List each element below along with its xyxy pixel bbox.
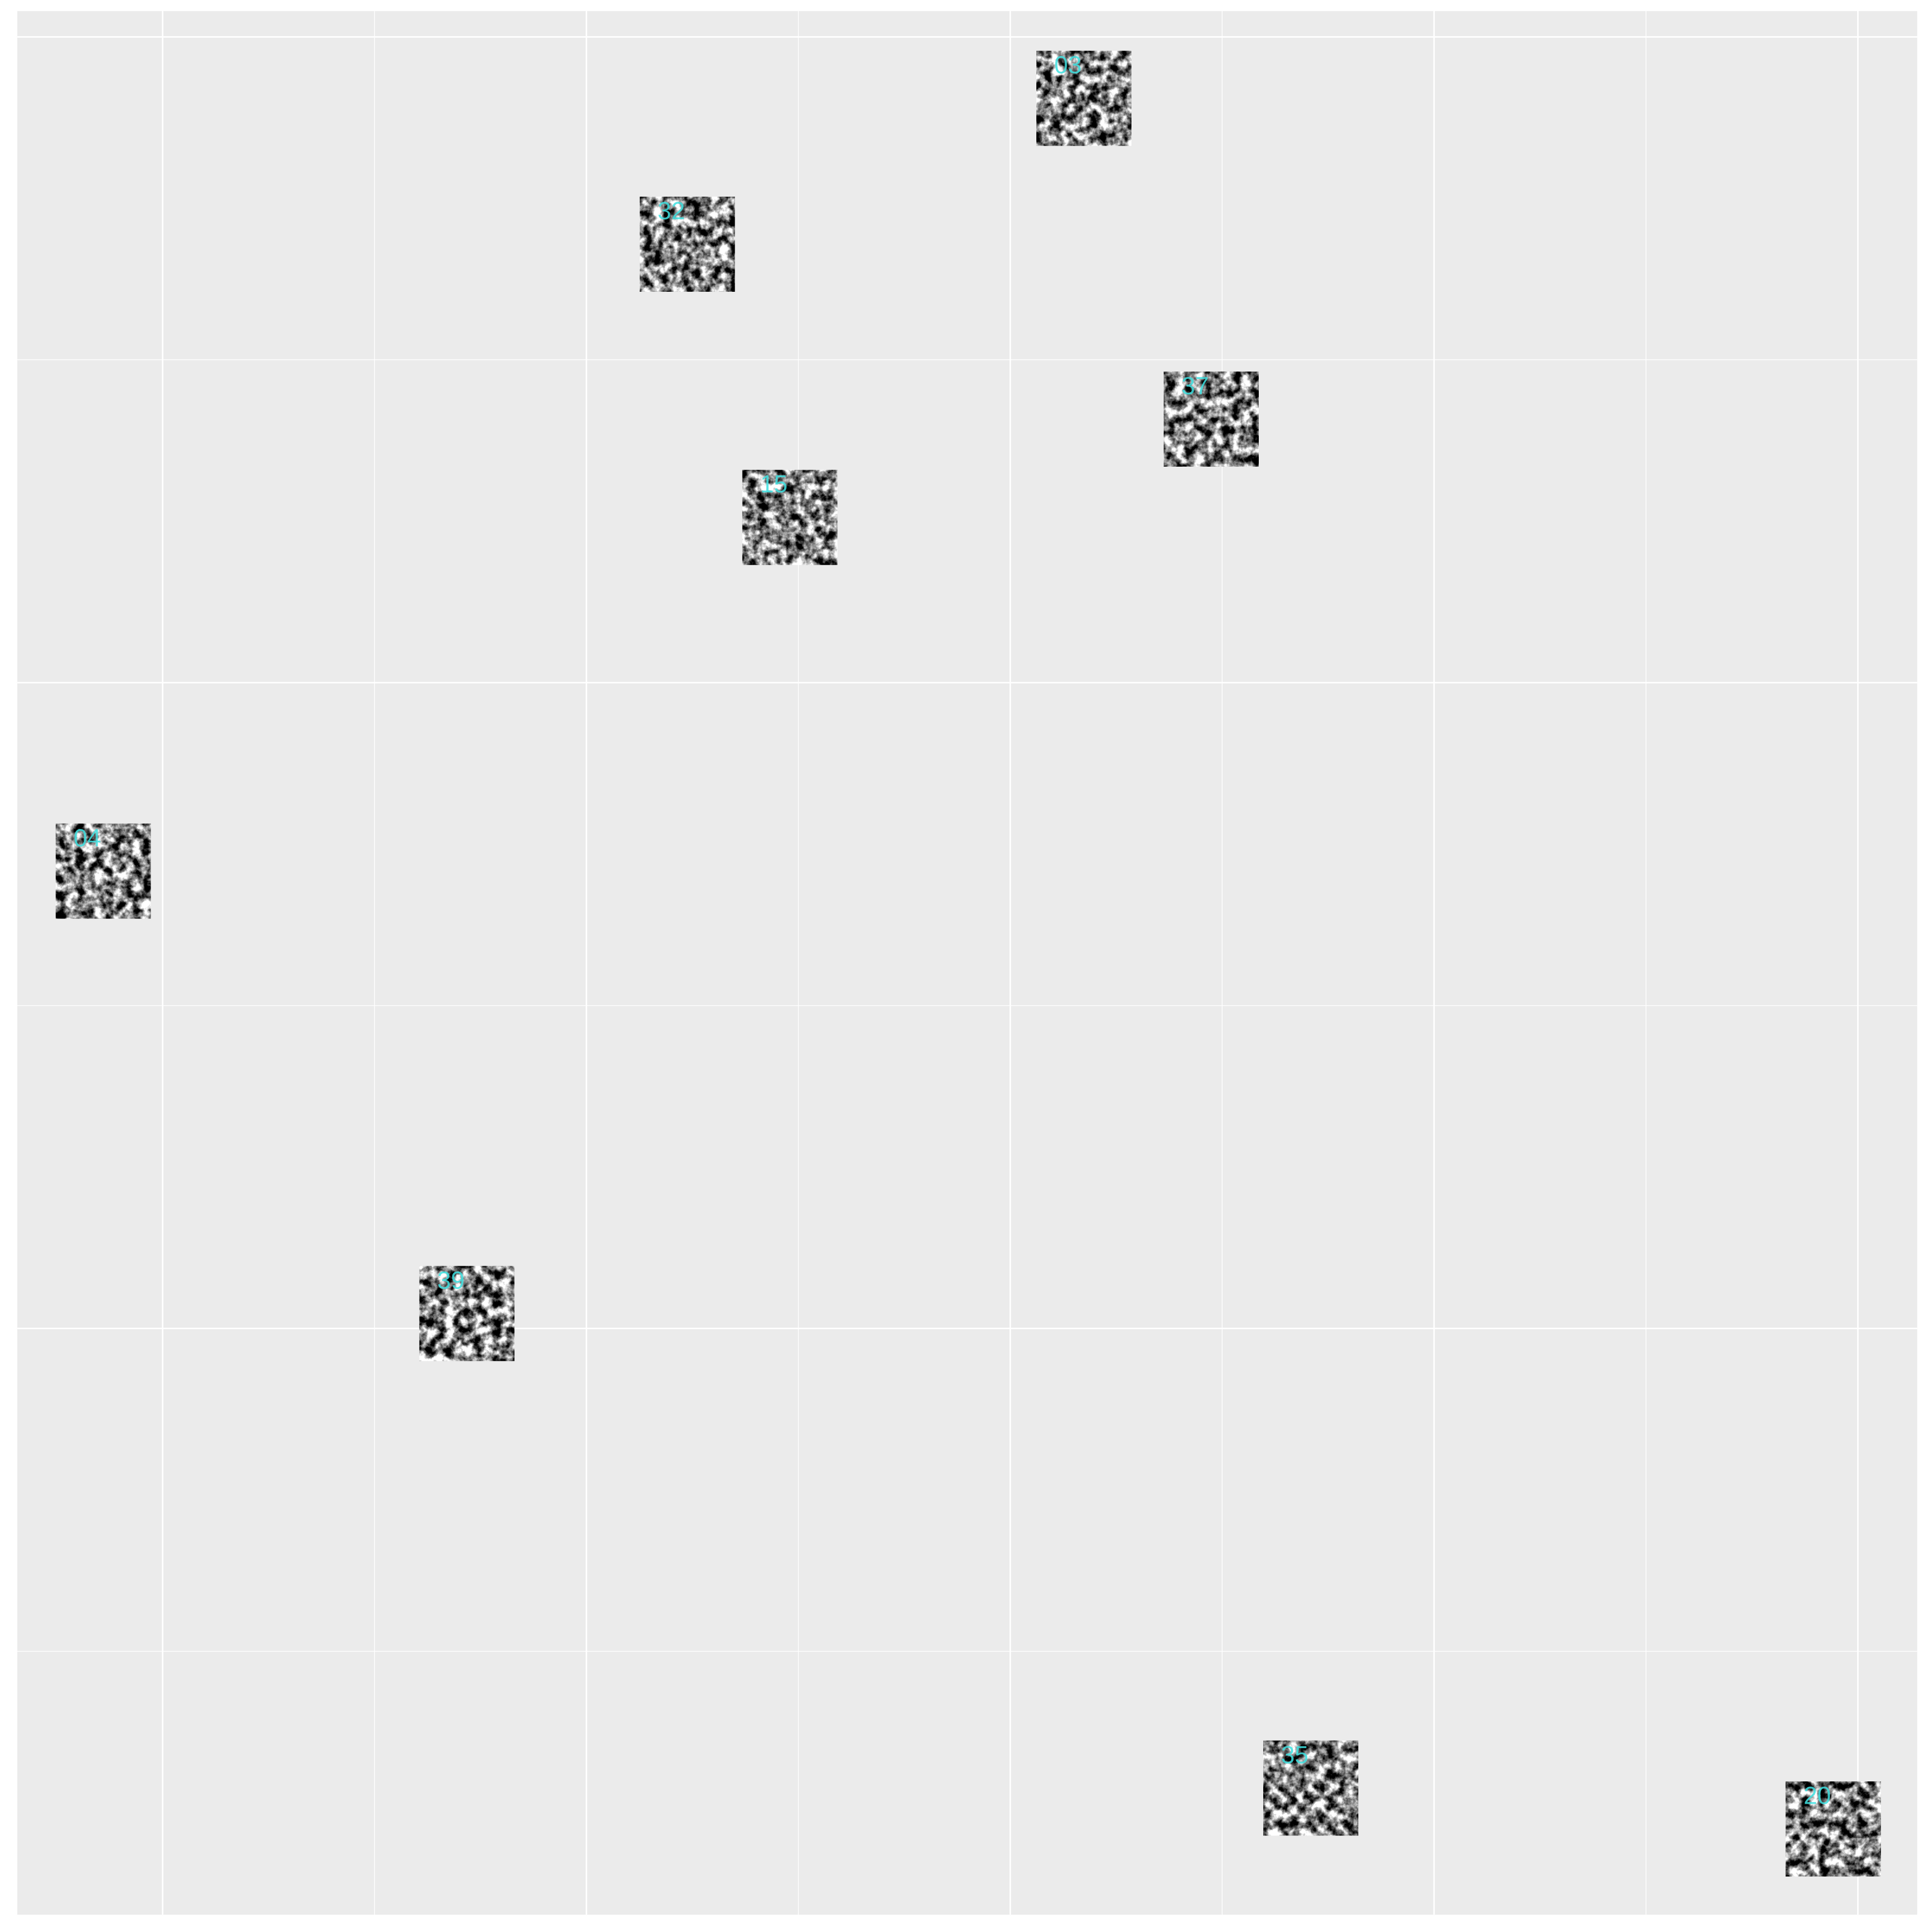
image-point xyxy=(1785,1781,1881,1877)
point-label: 39 xyxy=(437,1266,465,1294)
point-label: 04 xyxy=(73,824,101,852)
point-label: 37 xyxy=(1181,372,1209,400)
image-point xyxy=(1036,51,1131,146)
point-label: 35 xyxy=(1281,1741,1308,1769)
point-label: 15 xyxy=(760,470,787,498)
image-point xyxy=(55,823,151,919)
image-point xyxy=(742,470,838,565)
image-point xyxy=(419,1266,515,1361)
point-label: 32 xyxy=(657,197,685,225)
image-point xyxy=(1164,372,1259,467)
point-label: 20 xyxy=(1804,1782,1831,1810)
image-point xyxy=(640,197,735,292)
image-point xyxy=(1263,1740,1358,1836)
point-label: 03 xyxy=(1054,51,1081,79)
panel xyxy=(17,11,1918,1915)
